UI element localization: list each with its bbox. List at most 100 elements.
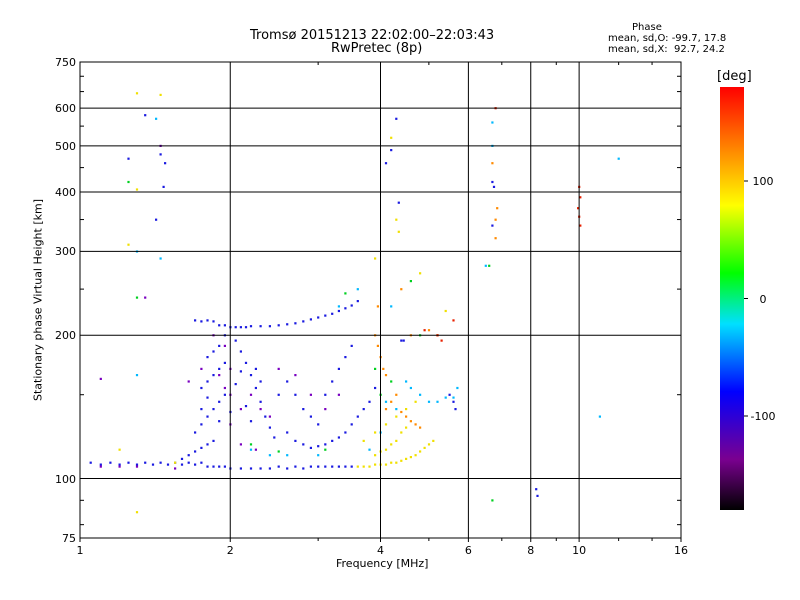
data-point xyxy=(368,448,371,451)
data-point xyxy=(368,400,371,403)
data-point xyxy=(337,305,340,308)
data-point xyxy=(400,339,403,342)
data-point xyxy=(249,374,253,377)
y-tick-label: 300 xyxy=(55,245,76,259)
data-point xyxy=(317,316,320,319)
data-point xyxy=(444,309,447,313)
data-point xyxy=(577,207,580,210)
x-tick-label: 2 xyxy=(226,544,234,557)
data-point xyxy=(302,467,305,470)
data-point xyxy=(254,448,257,451)
data-point xyxy=(382,367,385,370)
data-point xyxy=(427,443,431,446)
data-point xyxy=(223,393,226,396)
y-tick-label: 500 xyxy=(55,139,76,153)
data-point xyxy=(436,400,439,403)
data-point xyxy=(337,309,340,313)
data-point xyxy=(162,185,165,188)
data-point xyxy=(390,400,393,403)
data-point xyxy=(218,465,221,468)
x-tick-label: 6 xyxy=(464,544,472,557)
data-point xyxy=(452,396,455,399)
data-point xyxy=(187,380,190,383)
data-point xyxy=(151,463,155,466)
x-tick-label: 10 xyxy=(572,544,587,557)
data-point xyxy=(337,393,340,396)
data-point xyxy=(309,318,312,321)
data-point xyxy=(164,162,167,165)
data-point xyxy=(309,446,312,449)
data-point xyxy=(194,319,197,322)
data-point xyxy=(187,454,190,457)
data-point xyxy=(356,300,359,303)
data-point xyxy=(344,465,347,468)
data-point xyxy=(419,426,422,429)
data-point xyxy=(376,344,379,347)
data-point xyxy=(456,386,459,390)
data-point xyxy=(344,307,347,310)
data-point xyxy=(356,415,359,418)
data-point xyxy=(218,367,221,370)
data-point xyxy=(99,465,102,468)
data-point xyxy=(212,465,215,468)
data-point xyxy=(384,408,388,411)
data-point xyxy=(286,323,289,326)
data-point xyxy=(390,305,393,308)
data-point xyxy=(244,326,248,329)
data-point xyxy=(174,461,177,464)
data-point xyxy=(402,339,405,342)
data-point xyxy=(491,499,494,502)
data-point xyxy=(218,400,221,403)
data-point xyxy=(344,292,347,295)
data-point xyxy=(277,324,280,327)
x-axis-title: Frequency [MHz] xyxy=(336,557,429,570)
data-point xyxy=(350,465,353,468)
data-point xyxy=(419,272,422,275)
chart-title-line1: Tromsø 20151213 22:02:00–22:03:43 xyxy=(250,28,495,43)
x-tick-label: 4 xyxy=(377,544,384,557)
data-point xyxy=(390,149,393,152)
y-tick-label: 75 xyxy=(62,532,76,545)
data-point xyxy=(234,383,237,386)
data-point xyxy=(302,408,305,411)
data-point xyxy=(579,224,582,227)
data-point xyxy=(249,393,253,396)
data-point xyxy=(212,439,215,442)
data-point xyxy=(390,136,393,139)
data-point xyxy=(194,463,197,466)
data-point xyxy=(337,367,340,370)
data-point xyxy=(259,325,262,328)
data-point xyxy=(579,196,582,199)
data-point xyxy=(384,423,388,426)
data-point xyxy=(362,408,365,411)
data-point xyxy=(409,280,412,283)
data-point xyxy=(324,465,327,468)
data-point xyxy=(405,426,408,429)
data-point xyxy=(155,218,158,221)
data-point xyxy=(206,415,209,418)
data-point xyxy=(344,356,347,359)
data-point xyxy=(427,329,431,332)
data-point xyxy=(159,93,162,96)
data-point xyxy=(144,296,147,299)
data-point xyxy=(454,408,457,411)
data-point xyxy=(155,117,158,120)
data-point xyxy=(194,431,197,434)
data-point xyxy=(206,396,209,399)
y-tick-label: 750 xyxy=(55,56,76,69)
data-point xyxy=(384,448,388,451)
data-point xyxy=(337,436,340,439)
data-point xyxy=(324,393,327,396)
data-point xyxy=(294,322,297,325)
x-tick-label: 8 xyxy=(527,544,535,557)
phase-label: Phase xyxy=(632,22,662,33)
data-point xyxy=(488,264,491,267)
data-point xyxy=(273,436,276,439)
y-tick-label: 200 xyxy=(55,329,76,343)
data-point xyxy=(331,439,334,442)
data-points xyxy=(89,92,620,514)
data-point xyxy=(109,461,112,464)
data-point xyxy=(362,439,365,442)
y-tick-label: 600 xyxy=(55,102,76,116)
data-point xyxy=(118,465,121,468)
